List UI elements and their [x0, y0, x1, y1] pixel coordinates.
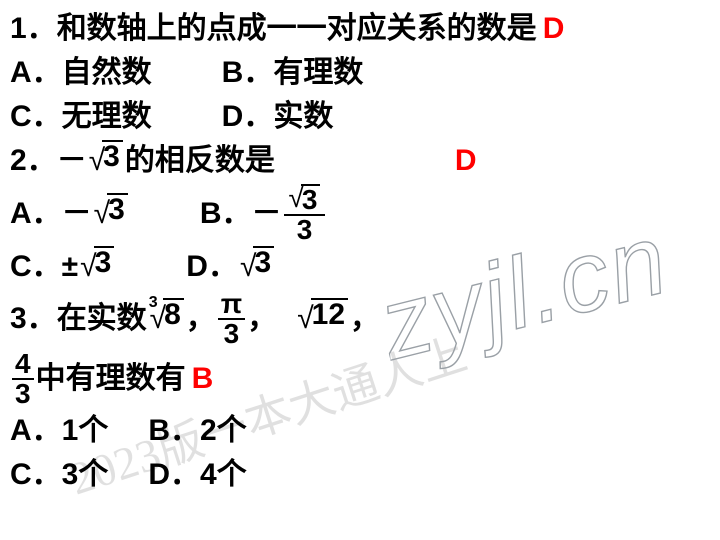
fraction: π3 — [218, 290, 245, 348]
q3-opt-c: C．3个 — [10, 454, 108, 496]
q2-opt-b: B．－ √3 3 — [200, 184, 328, 244]
q2-post: 的相反数是 — [125, 140, 275, 182]
q3-opt-b: B．2个 — [148, 410, 246, 452]
q3-answer: B — [192, 358, 214, 400]
q3-post: 中有理数有 — [36, 358, 186, 400]
q2-number: 2． — [10, 140, 57, 182]
q3-opts-row1: A．1个 B．2个 — [10, 410, 710, 452]
question-page: 1． 和数轴上的点成一一对应关系的数是 D A．自然数 B．有理数 C．无理数 … — [0, 0, 720, 506]
q1-opts-row2: C．无理数 D．实数 — [10, 96, 710, 138]
q3-opts-row2: C．3个 D．4个 — [10, 454, 710, 496]
q2-answer: D — [455, 140, 477, 182]
q2-opt-d: D． √3 — [186, 246, 276, 288]
fraction: 43 — [12, 350, 34, 408]
q1-answer: D — [543, 8, 565, 50]
sqrt-icon: √12 — [297, 298, 348, 340]
q1-stem: 和数轴上的点成一一对应关系的数是 — [57, 8, 537, 50]
sqrt-icon: √3 — [80, 246, 114, 288]
q3-number: 3． — [10, 298, 57, 340]
q1-opts-row1: A．自然数 B．有理数 — [10, 52, 710, 94]
q1-opt-a: A．自然数 — [10, 52, 152, 94]
q1-opt-c: C．无理数 — [10, 96, 152, 138]
q2-opts-row2: C．± √3 D． √3 — [10, 246, 710, 288]
q1-stem-row: 1． 和数轴上的点成一一对应关系的数是 D — [10, 8, 710, 50]
sqrt-icon: √3 — [240, 246, 274, 288]
cuberoot-icon: 3√8 — [149, 298, 184, 340]
q2-sqrt: √3 — [89, 140, 123, 182]
q1-opt-d: D．实数 — [222, 96, 334, 138]
q3-stem-row2: 43 中有理数有 B — [10, 350, 710, 408]
q2-pre: － — [57, 140, 87, 182]
sqrt-icon: √3 — [94, 193, 128, 235]
q2-opt-a: A．－ √3 — [10, 193, 130, 235]
q3-opt-d: D．4个 — [148, 454, 246, 496]
q2-stem-row: 2． － √3 的相反数是 D — [10, 140, 710, 182]
q2-opt-c: C．± √3 — [10, 246, 116, 288]
q3-stem-row: 3． 在实数 3√8 ， π3 ， √12 ， — [10, 290, 710, 348]
q3-pre: 在实数 — [57, 298, 147, 340]
q3-opt-a: A．1个 — [10, 410, 108, 452]
q2-opts-row1: A．－ √3 B．－ √3 3 — [10, 184, 710, 244]
q1-opt-b: B．有理数 — [222, 52, 364, 94]
q1-number: 1． — [10, 8, 57, 50]
fraction: √3 3 — [284, 184, 326, 244]
